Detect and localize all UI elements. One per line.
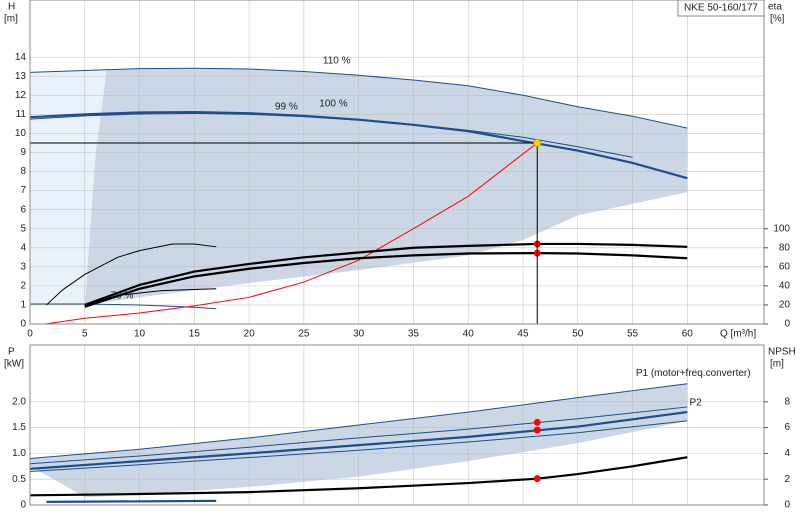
y-tick-label: 14 [15, 52, 27, 63]
y-tick-label: 2.0 [12, 396, 26, 407]
curve [84, 242, 688, 306]
y2-tick-label: 4 [784, 448, 790, 459]
y-axis-label: H [8, 2, 15, 13]
y2-tick-label: 2 [784, 474, 790, 485]
y-tick-label: 7 [20, 185, 26, 196]
curve [29, 411, 688, 470]
curve-label: 100 % [319, 99, 347, 110]
y-tick-label: 0 [20, 500, 26, 511]
curve [29, 420, 688, 472]
operating-range [30, 70, 107, 305]
y2-tick-label: 0 [784, 319, 790, 330]
y-tick-label: 9 [20, 147, 26, 158]
curve [29, 456, 688, 497]
duty-point [533, 426, 541, 434]
curve [84, 288, 217, 306]
curve [29, 110, 688, 180]
x-tick-label: 40 [463, 329, 475, 340]
x-tick-label: 20 [244, 329, 256, 340]
y2-tick-label: 60 [779, 261, 791, 272]
curve-label: P1 (motor+freq.converter) [636, 368, 751, 379]
chart-title: NKE 50-160/177 [684, 3, 758, 14]
y2-axis-unit: [%] [770, 14, 785, 25]
y-tick-label: 2 [20, 281, 26, 292]
y-tick-label: 1 [20, 300, 26, 311]
y-tick-label: 3 [20, 261, 26, 272]
curve-label: 99 % [275, 101, 298, 112]
duty-point [533, 418, 541, 426]
y-tick-label: 6 [20, 204, 26, 215]
y2-axis-label: eta [768, 2, 782, 13]
curve [84, 252, 688, 308]
y2-tick-label: 40 [779, 281, 791, 292]
x-tick-label: 60 [682, 329, 694, 340]
y-tick-label: 8 [20, 166, 26, 177]
x-tick-label: 15 [189, 329, 201, 340]
y-tick-label: 0 [20, 319, 26, 330]
duty-point [533, 138, 542, 147]
y-tick-label: 10 [15, 128, 27, 139]
curve-label: 110 % [323, 56, 351, 67]
y-tick-label: 4 [20, 242, 26, 253]
y-tick-label: 13 [15, 71, 27, 82]
x-tick-label: 50 [572, 329, 584, 340]
curve [45, 142, 538, 325]
x-tick-label: 45 [517, 329, 529, 340]
curve [30, 303, 217, 310]
y2-tick-label: 80 [779, 242, 791, 253]
x-tick-label: 0 [27, 329, 33, 340]
x-tick-label: 35 [408, 329, 420, 340]
curve [29, 383, 688, 460]
curve-label: P2 [690, 397, 703, 408]
x-tick-label: 5 [82, 329, 88, 340]
plot-frame [29, 344, 765, 506]
y2-tick-label: 100 [773, 223, 790, 234]
y2-axis-label: NPSH [768, 347, 796, 358]
x-tick-label: 55 [627, 329, 639, 340]
y-tick-label: 1.5 [12, 422, 26, 433]
x-axis-label: Q [m³/h] [720, 329, 756, 340]
curve [46, 243, 217, 306]
title-box [677, 0, 765, 17]
curve [29, 406, 688, 465]
y-axis-unit: [kW] [4, 359, 24, 370]
y-tick-label: 0.5 [12, 474, 26, 485]
operating-range [84, 68, 688, 305]
y-tick-label: 1.0 [12, 448, 26, 459]
y2-tick-label: 0 [784, 500, 790, 511]
y2-tick-label: 8 [784, 396, 790, 407]
y-axis-label: P [8, 347, 15, 358]
plot-frame [29, 0, 765, 325]
y-tick-label: 11 [16, 109, 27, 120]
x-tick-label: 30 [353, 329, 365, 340]
y-tick-label: 12 [15, 90, 27, 101]
x-tick-label: 10 [134, 329, 146, 340]
y-tick-label: 5 [20, 223, 26, 234]
y-axis-unit: [m] [4, 14, 18, 25]
curve [46, 499, 217, 504]
curve [29, 67, 688, 129]
y2-tick-label: 6 [784, 422, 790, 433]
y2-tick-label: 20 [779, 300, 791, 311]
duty-point [533, 475, 541, 483]
y2-axis-unit: [m] [770, 359, 784, 370]
curve-label: 70 % [111, 291, 134, 302]
x-tick-label: 25 [298, 329, 310, 340]
